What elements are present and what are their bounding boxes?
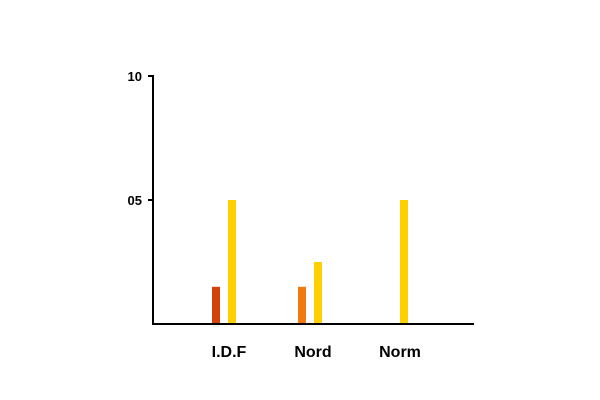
bar-nord-series-1	[298, 286, 306, 324]
x-labels-group: I.D.F Nord Norm	[212, 344, 421, 361]
x-category-label: I.D.F	[212, 344, 247, 361]
bar-nord-series-2	[314, 262, 322, 324]
bar-idf-series-0	[212, 286, 220, 324]
x-category-label: Nord	[294, 344, 331, 361]
y-ticks-group: 10 05	[128, 69, 153, 208]
bars-group	[212, 200, 408, 324]
x-category-label: Norm	[379, 344, 421, 361]
y-tick-label: 05	[128, 193, 142, 208]
bar-norm-series-2	[400, 200, 408, 324]
y-tick-label: 10	[128, 69, 142, 84]
bar-idf-series-2	[228, 200, 236, 324]
